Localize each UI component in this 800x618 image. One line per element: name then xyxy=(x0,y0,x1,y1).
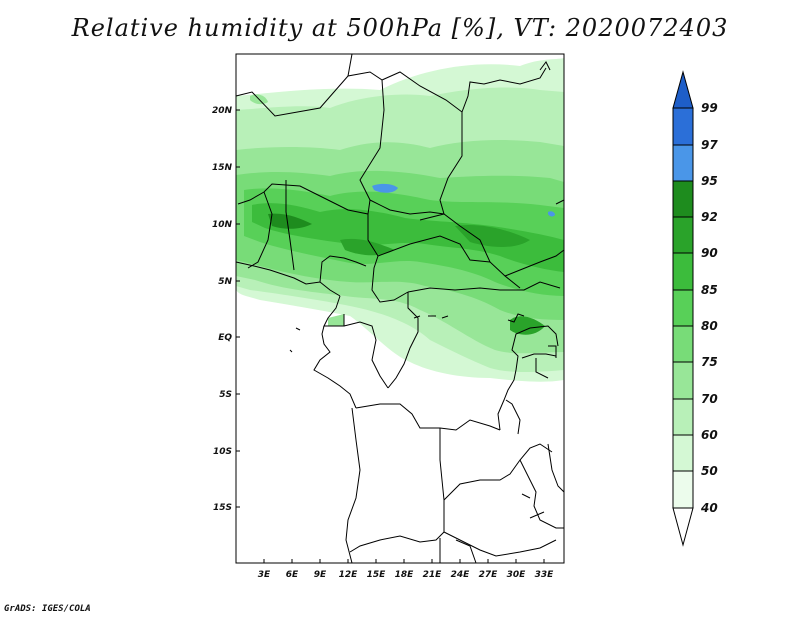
colorbar-segment xyxy=(672,361,694,400)
lon-tick-label: 15E xyxy=(367,570,387,580)
colorbar-segment xyxy=(672,107,694,146)
lat-tick-label: 15N xyxy=(212,163,233,173)
lat-tick-label: 10S xyxy=(213,447,232,457)
colorbar-bottom-arrow xyxy=(672,507,694,547)
lon-tick-label: 18E xyxy=(395,570,415,580)
colorbar-segment xyxy=(672,144,694,182)
lon-tick-label: 27E xyxy=(479,570,499,580)
lon-tick-label: 9E xyxy=(314,570,327,580)
colorbar-label: 90 xyxy=(701,246,718,260)
colorbar-segment xyxy=(672,180,694,218)
colorbar-label: 97 xyxy=(701,138,718,152)
colorbar-segment xyxy=(672,398,694,436)
colorbar-label: 85 xyxy=(701,283,718,297)
colorbar-label: 95 xyxy=(701,174,718,188)
lat-tick-label: 15S xyxy=(213,503,232,513)
lon-tick-label: 24E xyxy=(451,570,471,580)
grads-credit: GrADS: IGES/COLA xyxy=(4,604,91,614)
lon-tick-label: 21E xyxy=(423,570,443,580)
colorbar-label: 70 xyxy=(701,392,718,406)
colorbar-segment xyxy=(672,252,694,291)
colorbar-segment xyxy=(672,470,694,509)
lon-tick-label: 33E xyxy=(535,570,555,580)
lat-tick-label: 5S xyxy=(219,390,232,400)
coastline-borders xyxy=(235,53,565,564)
colorbar-top-arrow xyxy=(672,70,694,109)
colorbar-label: 99 xyxy=(701,101,718,115)
lat-tick-label: 20N xyxy=(212,106,233,116)
colorbar-segment xyxy=(672,289,694,327)
map-frame xyxy=(235,53,565,564)
colorbar-label: 40 xyxy=(700,501,718,515)
lon-tick-label: 6E xyxy=(286,570,299,580)
lon-tick-label: 3E xyxy=(258,570,271,580)
colorbar-segment xyxy=(672,325,694,363)
colorbar-label: 75 xyxy=(701,355,718,369)
lon-tick-label: 30E xyxy=(507,570,527,580)
humidity-field xyxy=(236,58,564,382)
colorbar-label: 80 xyxy=(701,319,718,333)
colorbar-label: 60 xyxy=(701,428,718,442)
colorbar-segment xyxy=(672,216,694,254)
lat-tick-label: EQ xyxy=(218,333,232,343)
plot-title: Relative humidity at 500hPa [%], VT: 202… xyxy=(71,14,729,42)
longitude-axis: 3E 6E 9E 12E 15E 18E 21E 24E 27E 30E 33E xyxy=(258,559,554,580)
lat-tick-label: 10N xyxy=(212,220,233,230)
latitude-axis: 20N 15N 10N 5N EQ 5S 10S 15S xyxy=(212,106,240,513)
colorbar-label: 92 xyxy=(701,210,718,224)
lon-tick-label: 12E xyxy=(339,570,359,580)
colorbar-segment xyxy=(672,434,694,472)
colorbar-label: 50 xyxy=(701,464,718,478)
colorbar: 99 97 95 92 90 85 80 75 70 60 50 40 xyxy=(672,70,718,547)
lat-tick-label: 5N xyxy=(218,277,232,287)
